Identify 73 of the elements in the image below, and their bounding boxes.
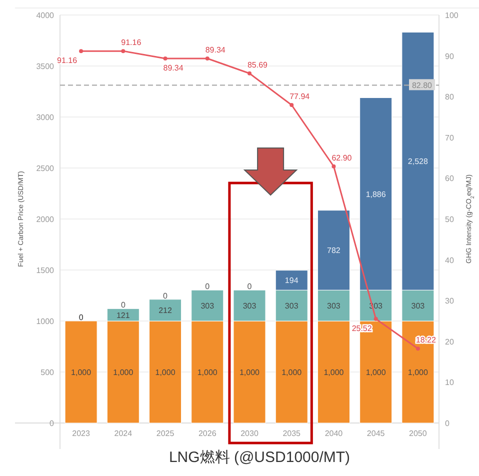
data-label: 1,000 [366,368,386,377]
ref-line-label: 82.80 [412,81,433,90]
y-tick-label: 3000 [36,113,55,122]
data-label: 303 [327,302,341,311]
y-tick-label: 500 [40,368,55,377]
data-label: 91.16 [57,56,78,66]
data-label: 1,000 [155,368,176,377]
x-tick-label: 2050 [409,429,428,438]
point [121,49,126,54]
data-label: 212 [158,306,172,316]
y-tick-label: 2000 [36,215,55,224]
x-tick-label: 2026 [198,429,217,438]
y-tick-label: 1500 [36,266,55,275]
data-label: 77.94 [290,92,310,102]
x-axis-title: LNG燃料 (@USD1000/MT) [168,449,350,466]
data-label: 303 [200,302,215,311]
data-label: 0 [247,282,252,292]
y2-tick-label: 90 [445,52,454,61]
data-label: 1,000 [408,368,428,377]
data-label: 1,000 [113,368,134,377]
data-label: 1,000 [71,368,92,377]
x-tick-label: 2023 [72,429,91,438]
x-tick-label: 2035 [282,429,302,438]
point [248,71,252,76]
data-label: 91.16 [121,38,142,48]
point [205,56,210,60]
data-label: 0 [163,291,168,300]
data-label: 85.69 [247,60,268,70]
data-label: 303 [242,302,257,311]
point [290,103,294,108]
x-tick-label: 2045 [366,429,386,438]
data-label: 303 [284,302,299,311]
y2-tick-label: 60 [445,174,454,184]
y2-tick-label: 50 [445,215,454,224]
y-tick-label: 1000 [36,317,55,326]
data-label: 89.34 [205,45,226,54]
data-label: 89.34 [163,63,184,72]
data-label: 0 [120,300,126,310]
point [416,346,420,351]
y-tick-label: 3500 [36,62,55,71]
y2-tick-label: 10 [445,378,454,388]
y-tick-label: 2500 [36,164,55,173]
data-label: 62.90 [332,153,352,162]
data-label: 1,000 [282,368,302,377]
data-label: 194 [284,276,299,286]
data-label: 303 [411,302,426,311]
data-label: 1,886 [366,190,386,199]
y2-tick-label: 100 [445,11,459,20]
y2-tick-label: 0 [445,419,450,428]
point [163,56,168,60]
point [332,164,336,168]
y2-tick-label: 70 [445,133,454,142]
x-tick-label: 2030 [240,429,259,438]
y-tick-label: 0 [50,419,55,428]
y2-tick-label: 20 [445,337,454,346]
data-label: 1,000 [197,368,218,377]
y2-tick-label: 30 [445,296,454,306]
y-tick-label: 4000 [36,11,55,20]
bar [64,320,98,424]
y2-tick-label: 40 [445,256,454,265]
x-tick-label: 2025 [156,429,175,438]
y2-tick-label: 80 [445,92,454,102]
point [374,316,378,321]
data-label: 0 [205,282,210,292]
data-label: 121 [116,310,130,320]
data-label: 2,528 [408,157,428,166]
data-label: 0 [78,313,84,322]
x-tick-label: 2040 [324,429,344,438]
x-tick-label: 2024 [114,429,133,438]
point [79,49,84,54]
data-label: 1,000 [324,368,344,377]
data-label: 1,000 [239,368,260,377]
data-label: 782 [327,246,341,256]
